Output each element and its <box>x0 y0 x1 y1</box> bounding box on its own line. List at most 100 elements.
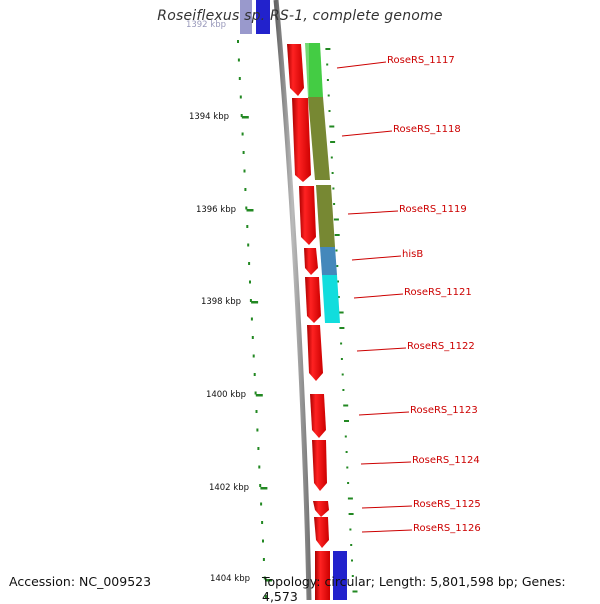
ruler-label-1394: 1394 kbp <box>188 112 229 122</box>
right-tick <box>339 327 345 329</box>
right-tick <box>350 544 353 546</box>
cds-arrow-1126[interactable] <box>314 517 329 548</box>
right-tick <box>337 296 340 298</box>
ruler-dot <box>245 206 248 210</box>
right-tick <box>340 358 343 360</box>
map-title: Roseiflexus sp. RS-1, complete genome <box>157 8 443 24</box>
cds-arrow-1122[interactable] <box>307 325 323 381</box>
cds-arrow-1121[interactable] <box>305 277 321 323</box>
cds-track <box>287 44 330 600</box>
right-tick <box>326 63 329 66</box>
right-tick <box>344 420 349 422</box>
right-tick <box>338 311 344 314</box>
cog-block-1117[interactable] <box>305 43 323 97</box>
ruler-major-tick <box>246 209 254 212</box>
ruler-label-1402: 1402 kbp <box>208 483 249 493</box>
ruler-dot <box>249 280 251 284</box>
right-tick <box>342 389 345 391</box>
right-tick <box>340 342 343 345</box>
right-tick <box>325 48 331 50</box>
ruler-dot <box>241 132 244 136</box>
cog-block-bottom[interactable] <box>333 551 347 600</box>
right-tick <box>333 203 336 205</box>
cds-arrow-1123[interactable] <box>310 394 326 438</box>
ruler-dot <box>246 225 249 228</box>
ruler-dot <box>244 188 247 191</box>
cds-arrow-1119[interactable] <box>299 186 316 245</box>
ruler-dot <box>247 243 250 247</box>
ruler-dot <box>261 521 264 524</box>
gene-label-1119[interactable]: RoseRS_1119 <box>399 204 467 215</box>
ruler-dot <box>258 465 261 469</box>
ruler-dot <box>257 447 260 450</box>
right-tick <box>333 218 339 221</box>
gene-label-1122[interactable]: RoseRS_1122 <box>407 341 475 352</box>
right-tick <box>335 249 338 252</box>
cog-block-1119[interactable] <box>316 185 335 247</box>
cog-block-hisB[interactable] <box>320 247 337 275</box>
right-tick <box>351 559 353 562</box>
ruler-dot <box>254 391 257 395</box>
cog-track <box>305 43 347 600</box>
top-feature-purple[interactable] <box>240 0 252 34</box>
cds-arrow-1118[interactable] <box>292 98 311 182</box>
callout-lines <box>336 61 413 533</box>
gene-label-1123[interactable]: RoseRS_1123 <box>410 405 478 416</box>
right-tick <box>326 79 329 81</box>
right-tick <box>330 141 336 143</box>
right-tick <box>352 590 358 593</box>
gene-label-1126[interactable]: RoseRS_1126 <box>413 523 481 534</box>
right-tick <box>349 528 352 531</box>
right-tick <box>351 575 354 577</box>
right-tick <box>329 125 335 128</box>
ruler-label-1392: 1392 kbp <box>185 20 226 30</box>
gene-label-hisB[interactable]: hisB <box>402 249 424 260</box>
gene-label-1118[interactable]: RoseRS_1118 <box>393 124 461 135</box>
gene-label-1125[interactable]: RoseRS_1125 <box>413 499 481 510</box>
gene-label-1117[interactable]: RoseRS_1117 <box>387 55 455 66</box>
right-tick <box>337 280 339 283</box>
ruler-major-tick <box>255 394 263 397</box>
ruler-dot <box>239 95 242 99</box>
gene-label-1124[interactable]: RoseRS_1124 <box>412 455 480 466</box>
cog-block-1118[interactable] <box>308 97 330 180</box>
right-tick <box>334 234 340 236</box>
right-tick <box>331 172 334 174</box>
right-tick <box>328 110 331 112</box>
ruler-major-tick <box>251 301 259 304</box>
cds-arrow-1124[interactable] <box>312 440 327 491</box>
cds-arrow-1117[interactable] <box>287 44 304 96</box>
cog-block-1121[interactable] <box>322 275 340 323</box>
ruler-dot <box>259 484 262 487</box>
ruler-dot <box>248 262 251 265</box>
ruler-dot <box>237 58 240 62</box>
cds-block-bottom[interactable] <box>315 551 330 600</box>
ruler-dot <box>252 354 255 358</box>
ruler-dot <box>262 558 265 561</box>
ruler-dot <box>260 502 263 506</box>
ruler-label-1398: 1398 kbp <box>200 297 241 307</box>
ruler-ticks <box>237 40 272 598</box>
ruler-dot <box>251 336 254 339</box>
right-tick <box>330 156 333 159</box>
ruler-label-1404: 1404 kbp <box>209 574 250 584</box>
ruler-major-tick <box>265 579 272 582</box>
top-feature-blue[interactable] <box>256 0 270 34</box>
cds-arrow-hisB[interactable] <box>304 248 318 275</box>
ruler-dot <box>238 77 241 80</box>
gene-label-1121[interactable]: RoseRS_1121 <box>404 287 472 298</box>
right-tick <box>327 94 330 97</box>
right-tick <box>347 497 353 500</box>
right-tick <box>336 265 339 267</box>
right-tick <box>346 466 349 469</box>
right-tick <box>345 451 348 453</box>
cds-arrow-1125[interactable] <box>313 501 329 517</box>
right-tick <box>341 373 344 376</box>
right-tick <box>347 482 350 484</box>
ruler-dot <box>255 410 258 413</box>
right-ticks <box>325 48 358 593</box>
right-tick <box>348 513 354 515</box>
ruler-dot <box>256 428 259 432</box>
ruler-major-tick <box>260 487 268 490</box>
